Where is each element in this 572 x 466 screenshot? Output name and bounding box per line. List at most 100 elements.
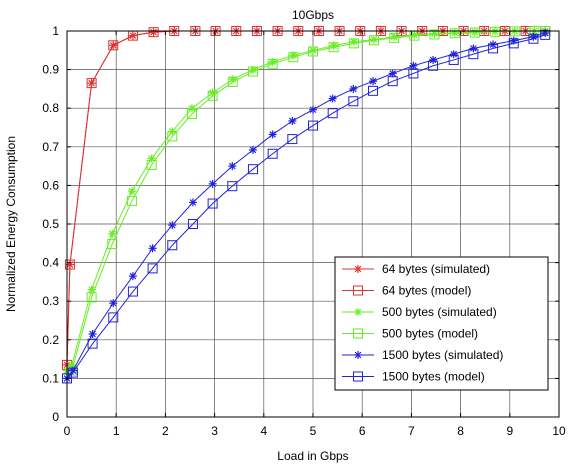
x-tick-label: 7 xyxy=(408,424,415,438)
data-point xyxy=(168,221,177,230)
y-tick-label: 1 xyxy=(52,24,59,38)
data-point xyxy=(247,66,258,77)
data-point xyxy=(469,27,480,38)
data-point xyxy=(309,105,317,114)
legend-marker xyxy=(353,328,363,339)
data-point xyxy=(390,32,399,41)
data-point xyxy=(267,148,278,159)
x-tick-label: 10 xyxy=(552,424,566,438)
data-point xyxy=(327,108,338,119)
legend-box xyxy=(334,256,549,391)
marker-stroke xyxy=(269,131,276,138)
data-point xyxy=(146,159,157,170)
marker-stroke xyxy=(168,221,176,229)
data-point xyxy=(328,42,339,53)
data-point xyxy=(368,85,379,96)
x-tick-label: 8 xyxy=(457,424,464,438)
legend-item: 1500 bytes (simulated) xyxy=(342,348,503,362)
x-tick-label: 5 xyxy=(310,424,317,438)
data-point xyxy=(428,60,439,71)
data-point xyxy=(207,198,218,209)
series-line xyxy=(66,34,546,379)
data-point xyxy=(86,292,97,303)
ticks: 0 1 2 3 4 5 6 7 8 9 10 0 0.1 0.2 0.3 0.4 0.5 0.6 0.7 0.8 0.9… xyxy=(42,24,566,438)
data-point xyxy=(288,116,297,125)
data-point xyxy=(469,44,478,53)
data-point xyxy=(429,29,440,40)
data-point xyxy=(108,312,119,323)
data-point xyxy=(409,61,418,70)
marker-stroke xyxy=(89,330,96,338)
data-point xyxy=(107,239,118,250)
marker-stroke xyxy=(108,230,116,237)
data-point xyxy=(468,49,479,60)
marker-stroke xyxy=(354,265,362,273)
marker-stroke xyxy=(109,299,117,307)
marker-stroke xyxy=(189,199,197,206)
data-point xyxy=(287,134,298,145)
legend-label: 64 bytes (model) xyxy=(382,284,471,298)
legend: 64 bytes (simulated) 64 bytes (model) 500 … xyxy=(334,256,549,391)
data-point xyxy=(147,263,158,274)
x-tick-label: 3 xyxy=(211,424,218,438)
data-point xyxy=(128,272,137,281)
marker-stroke xyxy=(209,180,216,188)
marker-stroke xyxy=(229,162,236,170)
y-tick-label: 0.7 xyxy=(42,140,59,154)
legend-label: 500 bytes (simulated) xyxy=(382,305,497,319)
marker-stroke xyxy=(354,308,362,316)
marker-stroke xyxy=(370,36,378,43)
data-point xyxy=(389,32,400,43)
y-tick-label: 0.3 xyxy=(42,294,59,308)
y-tick-label: 0.6 xyxy=(42,178,59,192)
data-point xyxy=(227,181,238,192)
data-point xyxy=(167,131,178,142)
data-point xyxy=(449,50,458,59)
marker-stroke xyxy=(289,117,296,125)
marker-stroke xyxy=(450,50,458,58)
marker-stroke xyxy=(209,89,216,97)
series-line xyxy=(66,30,546,379)
data-point xyxy=(187,219,198,229)
data-point xyxy=(108,229,117,238)
data-point xyxy=(488,43,499,54)
data-point xyxy=(369,77,378,86)
x-tick-label: 4 xyxy=(260,424,267,438)
chart-title: 10Gbps xyxy=(292,8,334,22)
marker-stroke xyxy=(429,56,437,64)
marker-stroke xyxy=(410,62,417,70)
y-tick-label: 0.4 xyxy=(42,256,59,270)
y-tick-label: 0.8 xyxy=(42,101,59,115)
data-point xyxy=(127,187,136,196)
data-point xyxy=(308,120,318,131)
legend-item: 1500 bytes (model) xyxy=(342,370,485,384)
marker-stroke xyxy=(350,85,357,93)
marker-stroke xyxy=(249,66,257,73)
data-point xyxy=(187,104,196,113)
legend-item: 500 bytes (model) xyxy=(342,327,478,341)
data-point xyxy=(86,78,97,89)
data-point xyxy=(248,145,257,154)
marker-stroke xyxy=(389,70,397,77)
data-point xyxy=(388,69,397,78)
data-point xyxy=(88,330,97,339)
marker-stroke xyxy=(390,33,398,41)
data-point xyxy=(247,164,258,175)
series-6 xyxy=(62,29,551,384)
x-tick-label: 2 xyxy=(162,424,169,438)
marker-stroke xyxy=(149,245,156,252)
y-tick-label: 0.9 xyxy=(42,63,59,77)
data-point xyxy=(188,198,197,207)
legend-label: 500 bytes (model) xyxy=(382,327,478,341)
data-point xyxy=(348,38,359,49)
data-point xyxy=(127,286,138,297)
marker-stroke xyxy=(431,30,438,38)
marker-stroke xyxy=(369,77,377,85)
legend-marker xyxy=(354,351,362,359)
data-point xyxy=(67,367,78,378)
y-tick-label: 0.1 xyxy=(42,371,59,385)
data-point xyxy=(268,130,277,139)
x-tick-label: 1 xyxy=(113,424,120,438)
data-point xyxy=(64,259,75,270)
marker-stroke xyxy=(329,95,336,102)
